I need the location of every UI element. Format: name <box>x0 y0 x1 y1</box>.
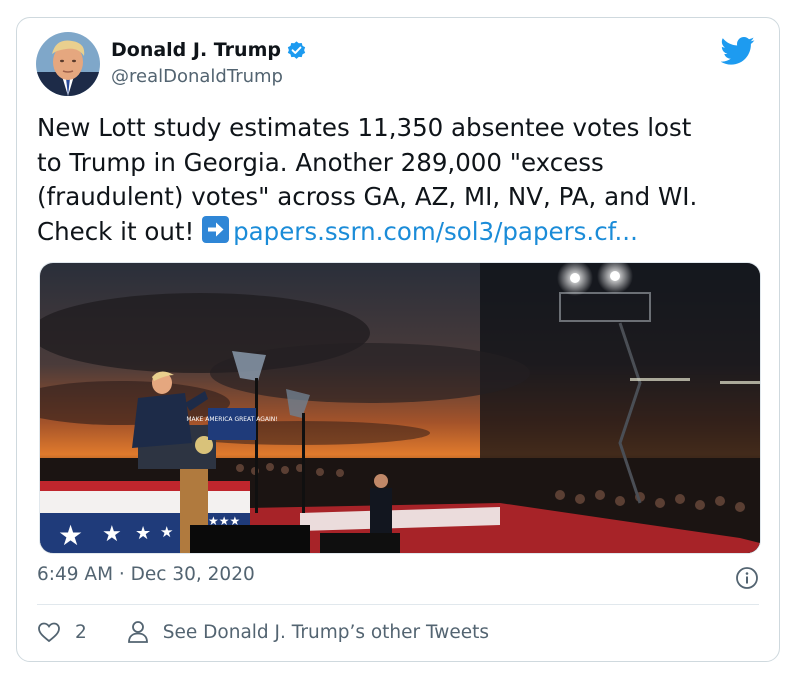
tweet-text-body: New Lott study estimates 11,350 absentee… <box>37 113 698 246</box>
maga-sign-text: MAKE AMERICA GREAT AGAIN! <box>186 416 277 423</box>
author-handle[interactable]: @realDonaldTrump <box>111 66 283 87</box>
tweet-actions: 2 See Donald J. Trump’s other Tweets <box>37 620 489 644</box>
right-arrow-emoji-icon <box>202 215 230 243</box>
heart-icon <box>38 622 60 643</box>
tweet-media-image[interactable]: ★ ★ ★ ★ ★★★ MAKE AMERI <box>39 262 761 554</box>
rally-photo: ★ ★ ★ ★ ★★★ MAKE AMERI <box>40 263 760 553</box>
like-count: 2 <box>75 621 87 643</box>
twitter-bird-icon[interactable] <box>721 36 755 66</box>
tweet-text: New Lott study estimates 11,350 absentee… <box>37 111 767 249</box>
info-icon[interactable] <box>735 566 759 590</box>
author-name-row[interactable]: Donald J. Trump <box>111 39 307 61</box>
tweet-timestamp[interactable]: 6:49 AM · Dec 30, 2020 <box>37 564 255 585</box>
svg-text:★: ★ <box>135 523 151 544</box>
see-other-tweets-label: See Donald J. Trump’s other Tweets <box>162 621 490 643</box>
avatar[interactable] <box>36 32 100 96</box>
svg-text:★★★: ★★★ <box>208 514 240 528</box>
verified-badge-icon <box>287 40 306 59</box>
see-other-tweets-link[interactable]: See Donald J. Trump’s other Tweets <box>127 620 489 644</box>
svg-text:★: ★ <box>102 522 122 547</box>
tweet-link[interactable]: papers.ssrn.com/sol3/papers.cf... <box>233 216 638 246</box>
tweet-card[interactable]: Donald J. Trump @realDonaldTrump New Lot… <box>16 17 780 662</box>
svg-text:★: ★ <box>160 523 173 541</box>
person-icon <box>127 621 148 643</box>
divider <box>37 604 759 605</box>
like-button[interactable]: 2 <box>37 621 87 643</box>
avatar-image <box>36 32 100 96</box>
author-name[interactable]: Donald J. Trump <box>111 39 281 61</box>
svg-text:★: ★ <box>58 519 83 552</box>
